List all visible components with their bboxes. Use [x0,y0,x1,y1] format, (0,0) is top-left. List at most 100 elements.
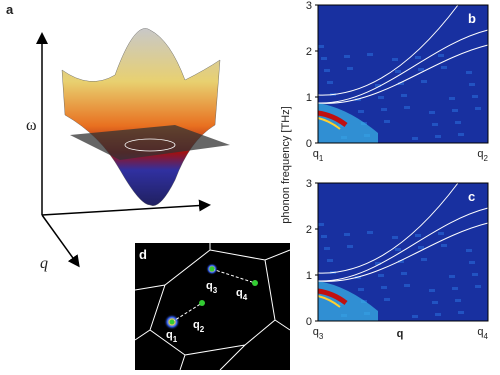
q-label: q2 [477,148,488,163]
heat-speckle [398,260,404,263]
q-label: q4 [477,326,488,341]
heat-speckle [449,97,455,100]
heat-speckle [472,273,478,276]
y-tick-label: 2 [306,46,312,58]
points [169,266,258,325]
heat-speckle [458,133,464,136]
curve [317,222,489,282]
heat-speckle [327,259,333,262]
heat-speckle [412,315,418,318]
heat-speckle [421,80,427,83]
curve [317,207,489,282]
q-base: q [193,319,200,331]
heat-speckle [395,70,401,73]
contour [124,138,176,152]
panel-label: c [468,189,475,204]
surface [61,28,221,206]
curve [317,4,459,96]
x-axis-label: q [397,328,404,340]
heat-speckle [318,45,324,48]
heat-speckle [375,262,381,265]
heat-speckle [395,248,401,251]
heat-speckle [469,83,475,86]
heat-speckle [469,261,475,264]
heat-speckle [378,274,384,277]
heat-speckle [429,289,435,292]
heat-speckle [401,272,407,275]
heat-speckle [392,58,398,61]
heat-speckle [321,57,327,60]
heat-speckle [412,137,418,140]
curve [317,182,459,274]
heat-speckle [441,244,447,247]
q-base: q [236,287,243,299]
heat-speckle [449,275,455,278]
heat-speckle [435,135,441,138]
y-tick-label: 3 [306,178,312,190]
heat-speckle [438,232,444,235]
axis-label: q [40,255,48,272]
panel-label: d [139,247,147,262]
y-tick-label: 3 [306,0,312,12]
y-tick-label: 1 [306,270,312,282]
heat-speckle [324,247,330,250]
q-label: q4 [236,287,248,302]
heat-hot [317,295,341,308]
heat-speckle [358,288,364,291]
heat-speckle [398,82,404,85]
heat-speckle [466,249,472,252]
curve [317,29,489,104]
heat-speckle [392,236,398,239]
heat-speckle [375,84,381,87]
heat-speckle [358,110,364,113]
heat-speckle [429,111,435,114]
q-sub: 2 [200,325,205,334]
heat-speckle [455,299,461,302]
heat-speckle [452,287,458,290]
heat-band [318,103,378,143]
q-label: q1 [313,148,324,163]
q-base: q [477,326,483,338]
heat-speckle [472,95,478,98]
y-tick-label: 0 [306,316,312,328]
axis [41,214,80,268]
heat-speckle [327,81,333,84]
heat-speckle [438,54,444,57]
panel-label: a [6,2,14,17]
heat-speckle [475,285,481,288]
heat-speckle [401,94,407,97]
heat-speckle [367,231,373,234]
heat-speckle [344,233,350,236]
heat-speckle [441,66,447,69]
y-tick-label: 0 [306,138,312,150]
y-axis-label: phonon frequency [THz] [280,106,292,223]
y-tick-label: 2 [306,224,312,236]
heat-speckle [347,245,353,248]
q-base: q [477,148,483,160]
q-label: q2 [193,319,205,334]
heat-speckle [435,313,441,316]
heat-speckle [415,234,421,237]
heat-band [318,281,378,321]
q-label: q3 [313,326,324,341]
q-base: q [206,280,213,292]
q-sub: 4 [243,293,248,302]
heat-speckle [458,311,464,314]
plane [70,125,230,160]
heat-speckle [432,123,438,126]
y-tick-label: 1 [306,92,312,104]
q-label: q3 [206,280,218,295]
heat-speckle [455,121,461,124]
heat-speckle [432,301,438,304]
heat-speckle [404,284,410,287]
q-base: q [313,148,319,160]
heat-speckle [344,55,350,58]
heat-speckle [378,96,384,99]
heat-speckle [367,53,373,56]
q-sub: 3 [319,332,324,341]
heat-speckle [415,56,421,59]
heat-speckle [418,246,424,249]
q-sub: 1 [319,154,324,163]
q-sub: 4 [484,332,489,341]
